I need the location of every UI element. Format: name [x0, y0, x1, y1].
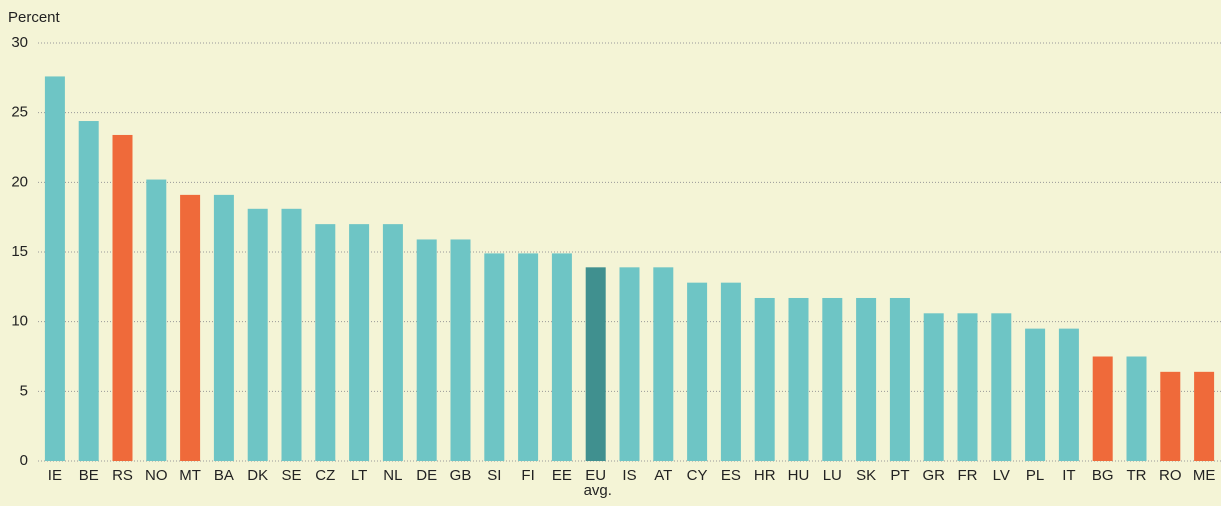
x-tick-label: IT	[1062, 467, 1075, 484]
x-tick-label: BG	[1092, 467, 1114, 484]
x-tick-label: CY	[687, 467, 708, 484]
y-tick-label: 30	[11, 34, 28, 51]
x-tick-label: LT	[351, 467, 367, 484]
x-tick-label: NL	[383, 467, 402, 484]
bar	[889, 297, 910, 461]
bar	[382, 224, 403, 461]
bar	[78, 121, 99, 461]
x-tick-label: PT	[890, 467, 909, 484]
y-axis-label: Percent	[8, 9, 61, 26]
x-tick-label: EU avg.	[579, 467, 612, 499]
bar	[1058, 328, 1079, 461]
x-tick-label: DK	[247, 467, 268, 484]
bar	[653, 267, 674, 461]
bar	[551, 253, 572, 461]
x-tick-label: SK	[856, 467, 876, 484]
x-tick-label: LV	[993, 467, 1010, 484]
bar	[518, 253, 539, 461]
y-tick-label: 10	[11, 313, 28, 330]
x-tick-label: PL	[1026, 467, 1044, 484]
x-tick-label: FI	[521, 467, 534, 484]
bar	[1126, 356, 1147, 461]
x-tick-label: ME	[1193, 467, 1216, 484]
y-tick-label: 20	[11, 173, 28, 190]
bar	[450, 239, 471, 461]
bar	[247, 208, 268, 461]
x-tick-label: IE	[48, 467, 62, 484]
x-tick-label: TR	[1127, 467, 1147, 484]
bar	[1025, 328, 1046, 461]
x-tick-label: GB	[450, 467, 472, 484]
bar	[720, 282, 741, 461]
bar	[619, 267, 640, 461]
x-tick-label: CZ	[315, 467, 335, 484]
x-tick-label: HR	[754, 467, 776, 484]
x-tick-label: EE	[552, 467, 572, 484]
x-tick-label: GR	[922, 467, 945, 484]
x-tick-label: DE	[416, 467, 437, 484]
bar	[146, 179, 167, 461]
bar	[1194, 371, 1215, 461]
bar	[416, 239, 437, 461]
x-tick-label: RO	[1159, 467, 1182, 484]
bar	[349, 224, 370, 461]
x-tick-label: SE	[281, 467, 301, 484]
x-tick-label: BE	[79, 467, 99, 484]
x-tick-label: NO	[145, 467, 168, 484]
x-tick-label: AT	[654, 467, 672, 484]
bar	[822, 297, 843, 461]
bar	[923, 313, 944, 461]
x-tick-label: HU	[788, 467, 810, 484]
bar	[315, 224, 336, 461]
bar	[788, 297, 809, 461]
x-tick-label: RS	[112, 467, 133, 484]
bar	[180, 194, 201, 461]
bar	[856, 297, 877, 461]
bar	[281, 208, 302, 461]
bar	[991, 313, 1012, 461]
y-tick-label: 5	[20, 382, 28, 399]
bar	[1160, 371, 1181, 461]
x-tick-label: ES	[721, 467, 741, 484]
bar	[213, 194, 234, 461]
bar	[484, 253, 505, 461]
bar	[754, 297, 775, 461]
y-tick-label: 0	[20, 452, 28, 469]
x-tick-label: BA	[214, 467, 234, 484]
bar	[112, 134, 133, 461]
y-tick-label: 15	[11, 243, 28, 260]
x-tick-label: MT	[179, 467, 201, 484]
x-tick-label: SI	[487, 467, 501, 484]
bar	[957, 313, 978, 461]
x-tick-label: LU	[823, 467, 842, 484]
bar	[585, 267, 606, 461]
x-tick-label: FR	[958, 467, 978, 484]
bar	[1092, 356, 1113, 461]
y-tick-label: 25	[11, 104, 28, 121]
x-tick-label: IS	[622, 467, 636, 484]
bar	[44, 76, 65, 461]
bar	[687, 282, 708, 461]
